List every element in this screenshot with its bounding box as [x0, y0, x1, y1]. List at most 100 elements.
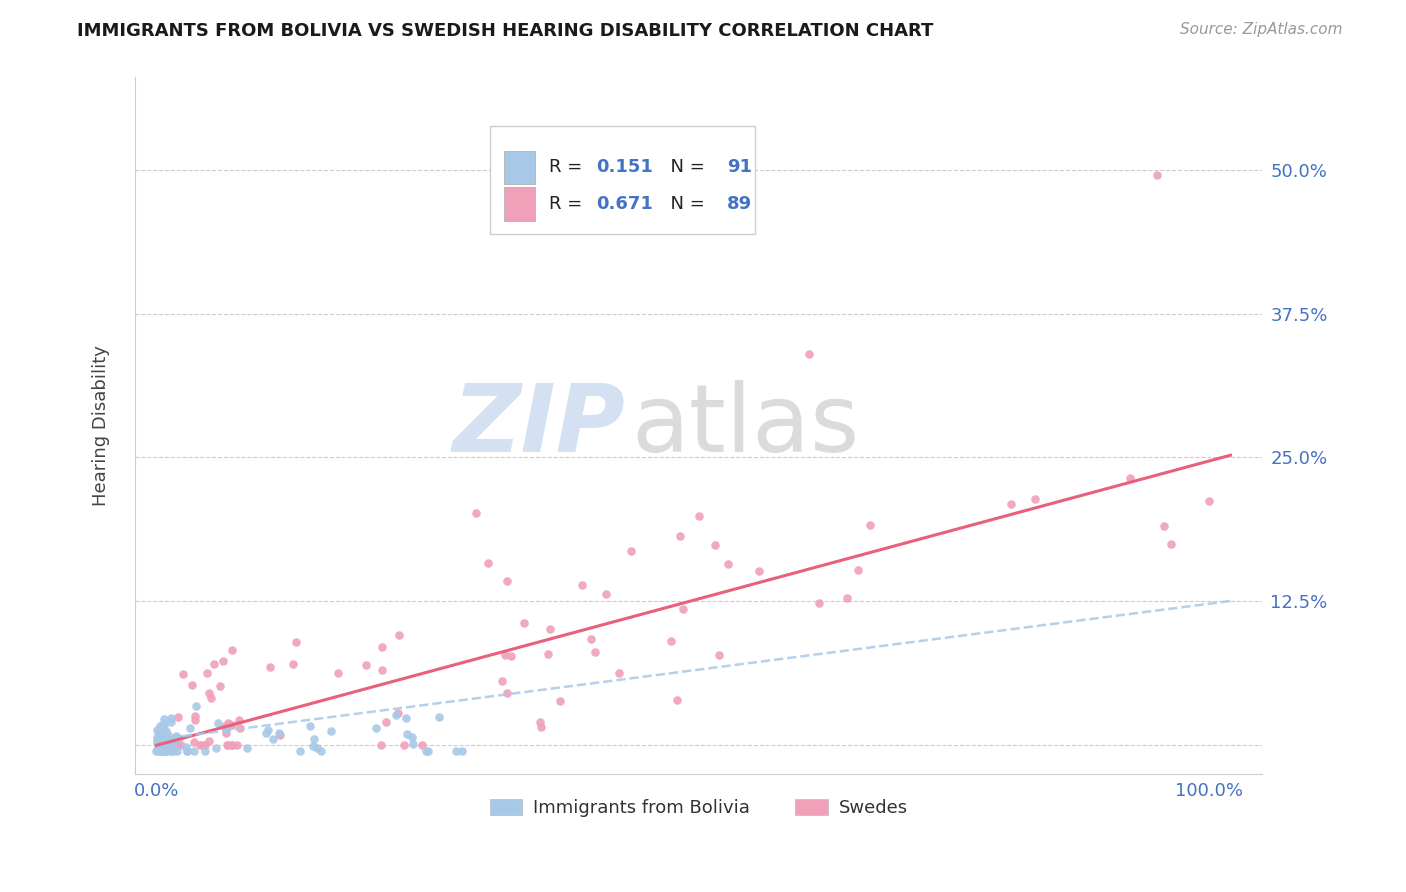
Point	[284, 635, 307, 649]
Point	[198, 734, 221, 748]
Point	[146, 723, 169, 737]
Point	[157, 733, 180, 747]
Point	[411, 738, 433, 752]
Point	[157, 739, 180, 753]
Point	[494, 648, 516, 662]
Point	[152, 717, 174, 731]
Point	[152, 718, 174, 732]
Point	[607, 666, 630, 681]
Point	[160, 744, 183, 758]
Point	[163, 731, 186, 745]
Point	[835, 591, 858, 605]
Point	[146, 743, 169, 757]
Point	[302, 739, 325, 753]
Point	[221, 718, 243, 732]
Point	[326, 666, 349, 681]
Text: 0.671: 0.671	[596, 195, 652, 213]
Point	[195, 665, 218, 680]
Point	[548, 694, 571, 708]
Point	[354, 657, 377, 672]
Point	[228, 714, 250, 728]
Point	[672, 602, 695, 616]
Point	[162, 734, 184, 748]
Point	[153, 744, 176, 758]
Point	[215, 725, 238, 739]
Point	[159, 744, 181, 758]
Point	[152, 744, 174, 758]
Point	[451, 744, 474, 758]
Point	[207, 715, 229, 730]
Point	[215, 739, 238, 753]
Point	[385, 707, 408, 722]
Bar	[503, 187, 536, 220]
Legend: Immigrants from Bolivia, Swedes: Immigrants from Bolivia, Swedes	[482, 791, 915, 824]
Point	[1000, 497, 1022, 511]
Point	[145, 744, 167, 758]
Point	[155, 731, 177, 746]
Point	[257, 723, 280, 737]
Point	[375, 715, 398, 730]
Point	[146, 741, 169, 756]
Point	[309, 744, 332, 758]
Point	[170, 739, 193, 753]
Point	[465, 506, 488, 520]
Point	[159, 737, 181, 751]
Point	[165, 729, 187, 743]
Point	[155, 744, 177, 758]
Text: IMMIGRANTS FROM BOLIVIA VS SWEDISH HEARING DISABILITY CORRELATION CHART: IMMIGRANTS FROM BOLIVIA VS SWEDISH HEARI…	[77, 22, 934, 40]
Point	[501, 648, 523, 663]
Point	[166, 739, 188, 753]
Point	[180, 678, 202, 692]
Point	[444, 744, 467, 758]
Point	[184, 699, 207, 714]
Point	[477, 556, 499, 570]
Text: N =: N =	[659, 158, 711, 177]
Bar	[503, 151, 536, 184]
Point	[211, 654, 233, 668]
Point	[153, 726, 176, 740]
Point	[217, 716, 239, 731]
Point	[153, 737, 176, 751]
Point	[221, 739, 243, 753]
Point	[183, 744, 205, 758]
Point	[269, 728, 291, 742]
Point	[1198, 493, 1220, 508]
Point	[529, 715, 551, 730]
Text: R =: R =	[548, 158, 588, 177]
Point	[200, 691, 222, 706]
Text: atlas: atlas	[631, 380, 859, 472]
Point	[799, 347, 821, 361]
Point	[162, 739, 184, 754]
Point	[191, 739, 214, 753]
Point	[160, 715, 183, 730]
Point	[1153, 518, 1175, 533]
Bar	[491, 126, 755, 235]
Point	[155, 724, 177, 739]
Point	[214, 719, 236, 733]
Point	[401, 730, 423, 744]
Point	[155, 731, 177, 746]
Point	[1146, 169, 1168, 183]
Point	[184, 714, 207, 728]
Text: ZIP: ZIP	[453, 380, 626, 472]
Point	[388, 628, 411, 642]
Point	[859, 518, 882, 533]
Point	[148, 734, 170, 748]
Point	[198, 686, 221, 700]
Point	[262, 732, 284, 747]
Point	[259, 660, 281, 674]
Point	[149, 743, 172, 757]
Point	[148, 725, 170, 739]
Point	[176, 744, 198, 758]
Point	[150, 728, 173, 742]
Point	[184, 708, 207, 723]
Point	[162, 744, 184, 758]
Point	[172, 667, 194, 681]
Point	[225, 739, 247, 753]
Point	[668, 529, 690, 543]
Point	[150, 744, 173, 758]
Text: 91: 91	[727, 158, 752, 177]
Point	[202, 657, 225, 672]
Point	[176, 744, 198, 758]
Point	[166, 739, 188, 753]
